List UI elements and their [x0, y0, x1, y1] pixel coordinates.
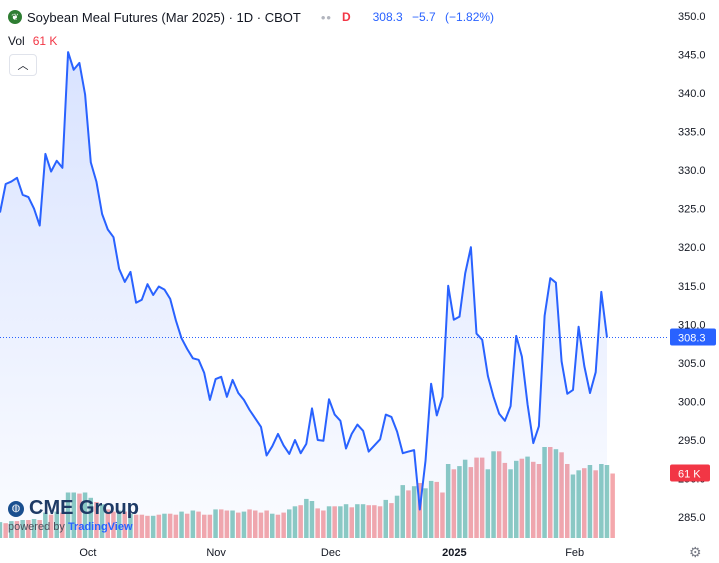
last-price-badge-label: 308.3: [678, 332, 706, 344]
y-tick-label: 295.0: [678, 435, 706, 447]
volume-badge: [670, 464, 710, 482]
watermark-powered-prefix: powered by: [8, 521, 65, 533]
delayed-data-flag[interactable]: D: [341, 10, 351, 24]
price-change-percent: (−1.82%): [445, 10, 495, 24]
volume-bar: [610, 473, 615, 538]
volume-legend: Vol 61 K: [8, 34, 57, 48]
cme-watermark: ◍ CME Group powered by TradingView: [8, 497, 139, 533]
x-tick-label: Oct: [79, 547, 96, 559]
watermark-powered-brand: TradingView: [67, 521, 133, 533]
x-tick-label: Dec: [321, 547, 341, 559]
y-tick-label: 320.0: [678, 242, 706, 254]
volume-value: 61 K: [32, 34, 58, 48]
cme-globe-icon: ◍: [8, 500, 24, 517]
collapse-legend-button[interactable]: ︿: [9, 54, 37, 76]
x-tick-label: Feb: [565, 547, 584, 559]
y-tick-label: 310.0: [678, 319, 706, 331]
price-change: −5.7: [411, 10, 436, 24]
y-tick-label: 285.0: [678, 512, 706, 524]
symbol-title[interactable]: Soybean Meal Futures (Mar 2025) · 1D · C…: [27, 9, 301, 25]
y-tick-label: 325.0: [678, 204, 706, 216]
y-tick-label: 305.0: [678, 358, 706, 370]
price-area: [0, 52, 607, 538]
quote-values: 308.3 −5.7 (−1.82%): [373, 10, 500, 24]
x-tick-label: 2025: [442, 547, 466, 559]
chart-header: ❦ Soybean Meal Futures (Mar 2025) · 1D ·…: [8, 8, 500, 26]
gear-icon[interactable]: ⚙: [689, 544, 702, 560]
y-tick-label: 315.0: [678, 281, 706, 293]
watermark-brand: CME Group: [29, 497, 139, 519]
x-tick-label: Nov: [206, 547, 226, 559]
indicator-dots: ••: [320, 9, 332, 25]
price-line: [0, 51, 608, 511]
y-tick-label: 345.0: [678, 49, 706, 61]
y-tick-label: 350.0: [678, 11, 706, 23]
soybean-logo-icon: ❦: [8, 10, 22, 24]
last-price: 308.3: [372, 10, 403, 24]
y-tick-label: 335.0: [678, 127, 706, 139]
last-price-badge: [670, 328, 716, 346]
y-tick-label: 330.0: [678, 165, 706, 177]
volume-label: Vol: [8, 34, 25, 48]
volume-badge-label: 61 K: [678, 468, 701, 480]
chevron-up-icon: ︿: [17, 60, 29, 72]
y-tick-label: 300.0: [678, 397, 706, 409]
y-tick-label: 340.0: [678, 88, 706, 100]
